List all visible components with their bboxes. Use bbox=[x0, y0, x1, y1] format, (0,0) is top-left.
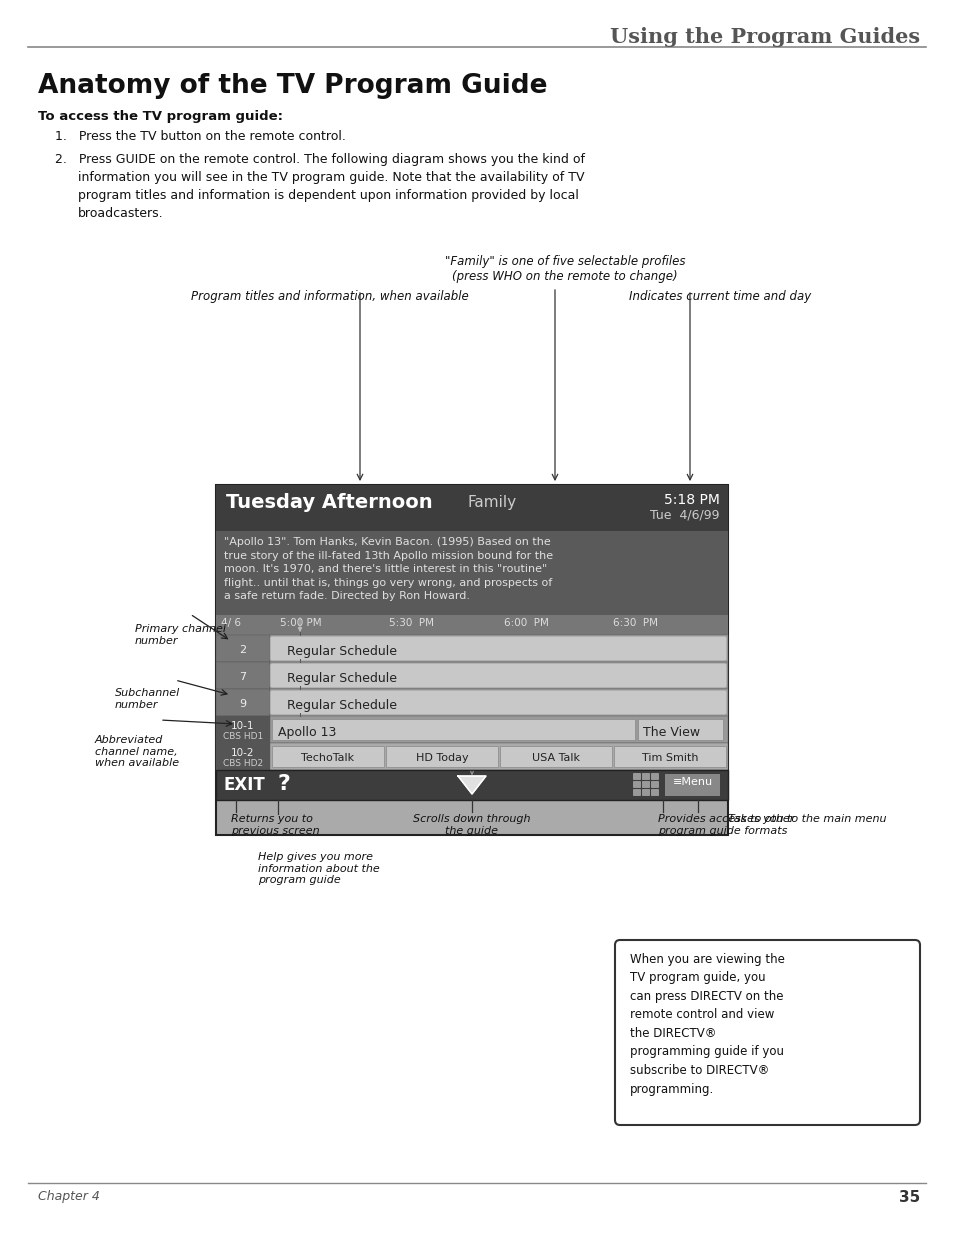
Text: 7: 7 bbox=[239, 672, 246, 682]
Text: Regular Schedule: Regular Schedule bbox=[287, 645, 396, 658]
FancyBboxPatch shape bbox=[215, 743, 270, 769]
FancyBboxPatch shape bbox=[386, 746, 497, 767]
Text: Anatomy of the TV Program Guide: Anatomy of the TV Program Guide bbox=[38, 73, 547, 99]
Text: "Family" is one of five selectable profiles
(press WHO on the remote to change): "Family" is one of five selectable profi… bbox=[444, 254, 684, 283]
Text: 5:30  PM: 5:30 PM bbox=[389, 618, 434, 629]
FancyBboxPatch shape bbox=[215, 615, 727, 635]
FancyBboxPatch shape bbox=[215, 635, 270, 662]
Text: CBS HD1: CBS HD1 bbox=[223, 732, 263, 741]
Text: 5:00 PM: 5:00 PM bbox=[280, 618, 321, 629]
Text: Subchannel
number: Subchannel number bbox=[115, 688, 180, 710]
Text: 9: 9 bbox=[239, 699, 246, 709]
FancyBboxPatch shape bbox=[633, 781, 639, 787]
FancyBboxPatch shape bbox=[641, 781, 648, 787]
FancyBboxPatch shape bbox=[615, 940, 919, 1125]
Text: ≡Menu: ≡Menu bbox=[672, 777, 712, 787]
Text: program titles and information is dependent upon information provided by local: program titles and information is depend… bbox=[78, 189, 578, 203]
Text: Returns you to
previous screen: Returns you to previous screen bbox=[231, 814, 319, 836]
FancyBboxPatch shape bbox=[215, 531, 727, 615]
Text: 5:18 PM: 5:18 PM bbox=[663, 493, 720, 508]
Text: 2: 2 bbox=[239, 645, 246, 655]
Text: Abbreviated
channel name,
when available: Abbreviated channel name, when available bbox=[95, 735, 179, 768]
Text: USA Talk: USA Talk bbox=[532, 753, 579, 763]
FancyBboxPatch shape bbox=[650, 773, 658, 779]
Text: TechoTalk: TechoTalk bbox=[301, 753, 355, 763]
Text: Chapter 4: Chapter 4 bbox=[38, 1191, 100, 1203]
Text: Scrolls down through
the guide: Scrolls down through the guide bbox=[413, 814, 530, 836]
FancyBboxPatch shape bbox=[272, 719, 635, 740]
Text: Program titles and information, when available: Program titles and information, when ava… bbox=[191, 290, 468, 303]
Text: 6:30  PM: 6:30 PM bbox=[613, 618, 658, 629]
FancyBboxPatch shape bbox=[638, 719, 722, 740]
FancyBboxPatch shape bbox=[270, 663, 726, 688]
FancyBboxPatch shape bbox=[614, 746, 725, 767]
Text: HD Today: HD Today bbox=[416, 753, 468, 763]
Text: Primary channel
number: Primary channel number bbox=[135, 624, 226, 646]
FancyBboxPatch shape bbox=[270, 690, 726, 715]
FancyBboxPatch shape bbox=[215, 485, 727, 835]
FancyBboxPatch shape bbox=[641, 773, 648, 779]
FancyBboxPatch shape bbox=[664, 774, 720, 797]
Text: Provides access to other
program guide formats: Provides access to other program guide f… bbox=[658, 814, 794, 836]
Text: Indicates current time and day: Indicates current time and day bbox=[628, 290, 810, 303]
FancyBboxPatch shape bbox=[215, 662, 270, 689]
Text: Takes you to the main menu: Takes you to the main menu bbox=[727, 814, 885, 824]
FancyBboxPatch shape bbox=[215, 689, 270, 716]
FancyBboxPatch shape bbox=[270, 689, 727, 716]
Text: 4/ 6: 4/ 6 bbox=[221, 618, 241, 629]
Text: Tue  4/6/99: Tue 4/6/99 bbox=[650, 509, 720, 522]
Text: Regular Schedule: Regular Schedule bbox=[287, 672, 396, 685]
FancyBboxPatch shape bbox=[499, 746, 612, 767]
FancyBboxPatch shape bbox=[272, 746, 384, 767]
FancyBboxPatch shape bbox=[215, 716, 270, 743]
Text: 10-1: 10-1 bbox=[231, 721, 254, 731]
Text: Apollo 13: Apollo 13 bbox=[277, 726, 336, 739]
FancyBboxPatch shape bbox=[633, 789, 639, 795]
FancyBboxPatch shape bbox=[215, 769, 727, 800]
Text: 1.   Press the TV button on the remote control.: 1. Press the TV button on the remote con… bbox=[55, 130, 346, 143]
Text: Help gives you more
information about the
program guide: Help gives you more information about th… bbox=[257, 852, 379, 885]
Text: Using the Program Guides: Using the Program Guides bbox=[609, 27, 919, 47]
FancyBboxPatch shape bbox=[270, 662, 727, 689]
Text: EXIT: EXIT bbox=[224, 776, 266, 794]
Text: Tim Smith: Tim Smith bbox=[641, 753, 698, 763]
FancyBboxPatch shape bbox=[633, 773, 639, 779]
FancyBboxPatch shape bbox=[650, 789, 658, 795]
Text: 2.   Press GUIDE on the remote control. The following diagram shows you the kind: 2. Press GUIDE on the remote control. Th… bbox=[55, 153, 584, 165]
FancyBboxPatch shape bbox=[650, 781, 658, 787]
FancyBboxPatch shape bbox=[270, 716, 727, 743]
FancyBboxPatch shape bbox=[270, 636, 726, 661]
Text: When you are viewing the
TV program guide, you
can press DIRECTV on the
remote c: When you are viewing the TV program guid… bbox=[629, 953, 784, 1095]
Text: 6:00  PM: 6:00 PM bbox=[503, 618, 548, 629]
Text: Tuesday Afternoon: Tuesday Afternoon bbox=[226, 493, 432, 513]
Text: Regular Schedule: Regular Schedule bbox=[287, 699, 396, 713]
Text: The View: The View bbox=[642, 726, 700, 739]
Text: "Apollo 13". Tom Hanks, Kevin Bacon. (1995) Based on the
true story of the ill-f: "Apollo 13". Tom Hanks, Kevin Bacon. (19… bbox=[224, 537, 553, 601]
FancyBboxPatch shape bbox=[270, 743, 727, 769]
FancyBboxPatch shape bbox=[215, 485, 727, 531]
Text: Family: Family bbox=[467, 495, 516, 510]
Text: CBS HD2: CBS HD2 bbox=[223, 760, 263, 768]
Text: ?: ? bbox=[277, 774, 291, 794]
Text: broadcasters.: broadcasters. bbox=[78, 207, 164, 220]
FancyBboxPatch shape bbox=[641, 789, 648, 795]
Text: 35: 35 bbox=[898, 1191, 919, 1205]
Text: information you will see in the TV program guide. Note that the availability of : information you will see in the TV progr… bbox=[78, 170, 584, 184]
FancyBboxPatch shape bbox=[270, 635, 727, 662]
Text: 10-2: 10-2 bbox=[231, 748, 254, 758]
Polygon shape bbox=[457, 776, 485, 794]
Text: To access the TV program guide:: To access the TV program guide: bbox=[38, 110, 283, 124]
